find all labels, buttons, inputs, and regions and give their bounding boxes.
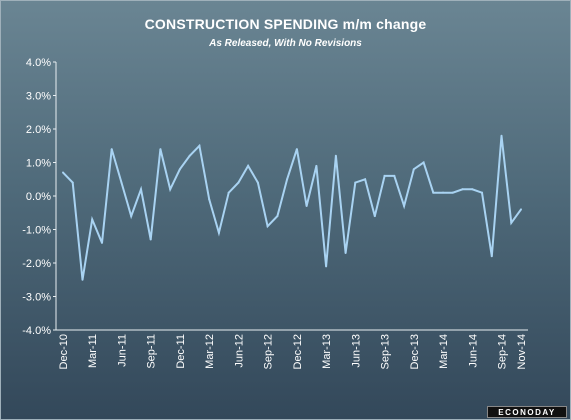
data-point xyxy=(315,164,318,167)
data-point xyxy=(354,181,357,184)
data-point xyxy=(120,181,123,184)
data-point xyxy=(422,161,425,164)
x-tick-label: Jun-12 xyxy=(233,334,245,368)
series-line xyxy=(62,135,522,280)
data-point xyxy=(442,191,445,194)
data-point xyxy=(62,171,64,174)
y-tick-label: 3.0% xyxy=(26,91,51,103)
x-tick-label: Mar-11 xyxy=(87,334,99,368)
x-tick-label: Sep-11 xyxy=(146,334,158,369)
x-tick-label: Nov-14 xyxy=(516,334,528,369)
data-point xyxy=(208,198,211,201)
x-tick-label: Jun-11 xyxy=(116,334,128,367)
data-point xyxy=(159,148,162,151)
y-tick-label: -2.0% xyxy=(22,258,51,270)
econoday-logo: ECONODAY xyxy=(487,406,567,418)
data-point xyxy=(334,154,337,157)
x-tick-label: Sep-13 xyxy=(380,334,392,369)
data-point xyxy=(91,218,94,221)
data-point xyxy=(139,188,142,191)
data-point xyxy=(286,178,289,181)
data-points xyxy=(62,134,522,281)
x-tick-label: Sep-14 xyxy=(497,334,509,369)
x-tick-label: Sep-12 xyxy=(263,334,275,369)
data-point xyxy=(432,191,435,194)
data-point xyxy=(295,148,298,151)
x-tick-label: Mar-13 xyxy=(321,334,333,369)
data-point xyxy=(266,225,269,228)
data-point xyxy=(256,181,259,184)
x-tick-label: Dec-12 xyxy=(292,334,304,369)
data-point xyxy=(461,188,464,191)
data-point xyxy=(510,221,513,224)
data-point xyxy=(383,174,386,177)
data-point xyxy=(500,134,503,137)
y-tick-label: -1.0% xyxy=(22,225,51,237)
data-point xyxy=(325,265,328,268)
data-point xyxy=(178,168,181,171)
y-tick-label: 2.0% xyxy=(26,124,51,136)
data-point xyxy=(451,191,454,194)
data-point xyxy=(71,181,74,184)
y-tick-label: 0.0% xyxy=(26,191,51,203)
data-point xyxy=(149,238,152,241)
data-point xyxy=(490,255,493,258)
x-tick-label: Mar-14 xyxy=(438,334,450,369)
data-point xyxy=(344,251,347,254)
data-point xyxy=(276,215,279,218)
data-point xyxy=(130,215,133,218)
data-point xyxy=(520,208,522,211)
data-point xyxy=(471,188,474,191)
data-point xyxy=(247,164,250,167)
data-point xyxy=(217,231,220,234)
data-point xyxy=(81,278,84,281)
y-tick-label: -4.0% xyxy=(22,325,51,337)
x-axis-ticks: Dec-10 Mar-11 Jun-11 Sep-11 Dec-11 Mar-12 Jun-… xyxy=(58,334,528,369)
data-point xyxy=(403,205,406,208)
data-point xyxy=(481,191,484,194)
x-tick-label: Jun-13 xyxy=(350,334,362,368)
data-point xyxy=(169,188,172,191)
x-tick-label: Dec-10 xyxy=(58,334,70,369)
data-point xyxy=(110,148,113,151)
data-point xyxy=(237,181,240,184)
x-tick-label: Dec-11 xyxy=(175,334,187,369)
chart-title: CONSTRUCTION SPENDING m/m change xyxy=(144,16,427,32)
data-point xyxy=(305,205,308,208)
data-point xyxy=(412,168,415,171)
data-point xyxy=(393,174,396,177)
data-point xyxy=(227,191,230,194)
x-tick-label: Mar-12 xyxy=(204,334,216,369)
chart-subtitle: As Released, With No Revisions xyxy=(209,38,362,49)
y-tick-label: -3.0% xyxy=(22,292,51,304)
data-point xyxy=(364,178,367,181)
data-point xyxy=(373,215,376,218)
x-tick-label: Dec-13 xyxy=(409,334,421,369)
data-point xyxy=(198,144,201,147)
y-tick-label: 1.0% xyxy=(26,158,51,170)
series-line-group xyxy=(62,135,522,280)
y-tick-label: 4.0% xyxy=(26,57,51,69)
y-axis-ticks: 4.0% 3.0% 2.0% 1.0% 0.0% -1.0% -2.0% -3.0% -4.0% xyxy=(22,57,56,337)
data-point xyxy=(188,154,191,157)
x-tick-label: Jun-14 xyxy=(467,334,479,368)
data-point xyxy=(100,241,103,244)
